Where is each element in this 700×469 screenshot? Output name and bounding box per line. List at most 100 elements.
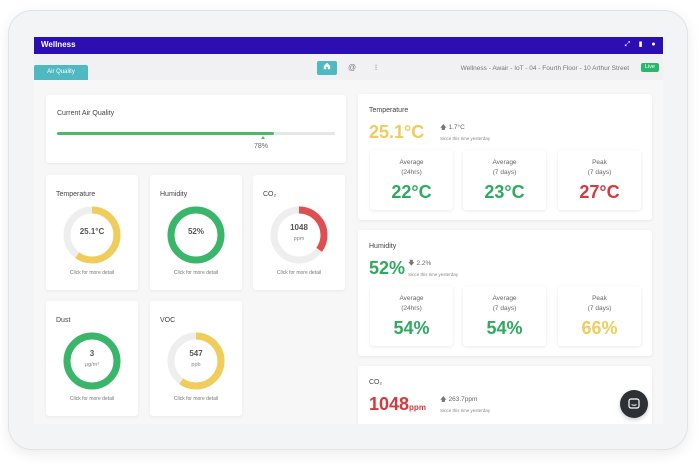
co2-gauge-title: CO₂ — [263, 191, 277, 198]
stat-value: 66% — [581, 318, 618, 338]
at-icon[interactable]: @ — [347, 63, 357, 72]
co2-trend-value: 263.7ppm — [448, 396, 478, 403]
gauge-arc — [63, 332, 121, 390]
list-icon[interactable]: ⁝ — [374, 63, 378, 72]
stat-period: (24hrs) — [401, 305, 422, 312]
humidity-gauge-card[interactable]: Humidity 52% Click for more detail — [150, 175, 242, 290]
air-quality-score: 78% — [254, 143, 269, 150]
breadcrumb: Wellness - Awair - IoT - 04 - Fourth Flo… — [460, 65, 629, 72]
home-icon[interactable] — [317, 61, 337, 75]
stat-label: Average — [492, 159, 517, 166]
stat-label: Average — [399, 159, 424, 166]
stat-period: (7 days) — [587, 169, 612, 176]
stat-period: (7 days) — [492, 305, 517, 312]
co2-gauge-card[interactable]: CO₂ 1048 ppm Click for more detail — [253, 175, 345, 290]
dust-gauge-title: Dust — [56, 317, 71, 324]
humidity-peak-7d-card: Peak (7 days) 66% — [558, 286, 641, 346]
co2-unit: ppm — [409, 403, 426, 412]
air-quality-progress-fill — [57, 132, 274, 135]
gauge-arc — [63, 206, 121, 264]
dust-gauge-unit: μg/m³ — [84, 362, 100, 368]
co2-detail-link[interactable]: Click for more detail — [276, 270, 322, 276]
temperature-detail-link[interactable]: Click for more detail — [69, 270, 115, 276]
air-quality-card: Current Air Quality 78% — [46, 95, 346, 163]
title-bar: Wellness ⤢ ▮ ● — [34, 37, 663, 54]
temperature-peak-7d-card: Peak (7 days) 27°C — [558, 150, 641, 210]
gauge-arc — [167, 332, 225, 390]
co2-current-value: 1048ppm — [369, 394, 426, 415]
humidity-trend: 🡇 2.2% Since this time yesterday — [408, 259, 458, 277]
battery-icon: ▮ — [638, 41, 643, 48]
dashboard-content: Current Air Quality 78% Temperature 25.1… — [34, 80, 663, 424]
temperature-gauge-value: 25.1°C — [79, 227, 105, 236]
humidity-stats-title: Humidity — [369, 243, 397, 250]
gauge-arc — [270, 206, 328, 264]
chat-bubble-icon[interactable]: ● — [651, 41, 656, 48]
co2-stats-card: CO₂ 1048ppm 🡅 263.7ppm Since this time y… — [358, 366, 652, 424]
temperature-gauge-title: Temperature — [56, 191, 96, 198]
humidity-detail-link[interactable]: Click for more detail — [173, 270, 219, 276]
temperature-avg-24h-card: Average (24hrs) 22°C — [370, 150, 453, 210]
co2-stats-title: CO₂ — [369, 379, 383, 386]
humidity-current-value: 52% — [369, 258, 406, 278]
stat-period: (24hrs) — [401, 169, 422, 176]
arrow-up-icon: 🡅 — [440, 396, 447, 403]
stat-label: Average — [492, 295, 517, 302]
co2-trend-caption: Since this time yesterday — [440, 408, 491, 413]
tab-air-quality[interactable]: Air Quality — [34, 65, 88, 80]
stat-value: 22°C — [391, 182, 432, 202]
air-quality-progress-track — [57, 132, 335, 135]
voc-gauge-card[interactable]: VOC 547 ppb Click for more detail — [150, 301, 242, 416]
voc-gauge: 547 ppb — [166, 331, 226, 391]
fullscreen-icon[interactable]: ⤢ — [624, 41, 631, 48]
humidity-avg-7d-card: Average (7 days) 54% — [463, 286, 546, 346]
temperature-trend: 🡅 1.7°C Since this time yesterday — [440, 123, 490, 141]
voc-detail-link[interactable]: Click for more detail — [173, 396, 219, 402]
co2-gauge-value: 1048 — [290, 223, 308, 232]
gauge-arc — [167, 206, 225, 264]
stat-period: (7 days) — [492, 169, 517, 176]
voc-gauge-title: VOC — [160, 317, 176, 324]
humidity-trend-caption: Since this time yesterday — [408, 272, 459, 277]
stat-label: Peak — [592, 295, 607, 302]
stat-label: Peak — [592, 159, 607, 166]
chat-icon[interactable] — [620, 390, 648, 418]
temperature-trend-value: 1.7°C — [448, 124, 465, 131]
arrow-up-icon: 🡅 — [440, 124, 447, 131]
app-screen: Wellness ⤢ ▮ ● Air Quality @ ⁝ Wellness … — [34, 37, 663, 424]
gauge-ring — [63, 206, 121, 264]
voc-gauge-unit: ppb — [191, 362, 201, 368]
arrow-down-icon: 🡇 — [408, 260, 415, 267]
app-title: Wellness — [41, 40, 76, 49]
stat-value: 23°C — [484, 182, 525, 202]
dust-gauge-card[interactable]: Dust 3 μg/m³ Click for more detail — [46, 301, 138, 416]
stat-value: 54% — [486, 318, 523, 338]
window-controls: ⤢ ▮ ● — [624, 40, 657, 49]
temperature-gauge: 25.1°C — [62, 205, 122, 265]
nav-bar: Air Quality @ ⁝ Wellness - Awair - IoT -… — [34, 54, 663, 80]
gauge-ring — [63, 332, 121, 390]
temperature-gauge-card[interactable]: Temperature 25.1°C Click for more detail — [46, 175, 138, 290]
temperature-stats-card: Temperature 25.1°C 🡅 1.7°C Since this ti… — [358, 94, 652, 220]
temperature-trend-caption: Since this time yesterday — [440, 136, 491, 141]
air-quality-title: Current Air Quality — [57, 110, 115, 117]
voc-gauge-value: 547 — [189, 349, 203, 358]
temperature-stats-title: Temperature — [369, 107, 409, 114]
humidity-trend-value: 2.2% — [416, 260, 432, 267]
co2-value: 1048 — [369, 394, 410, 414]
co2-gauge-unit: ppm — [293, 236, 305, 242]
dust-detail-link[interactable]: Click for more detail — [69, 396, 115, 402]
stat-value: 54% — [393, 318, 430, 338]
humidity-gauge-value: 52% — [187, 227, 204, 236]
air-quality-marker — [261, 136, 265, 139]
co2-gauge: 1048 ppm — [269, 205, 329, 265]
humidity-avg-24h-card: Average (24hrs) 54% — [370, 286, 453, 346]
humidity-gauge-title: Humidity — [160, 191, 188, 198]
co2-trend: 🡅 263.7ppm Since this time yesterday — [440, 395, 490, 413]
humidity-gauge: 52% — [166, 205, 226, 265]
gauge-ring — [167, 332, 225, 390]
stat-value: 27°C — [579, 182, 620, 202]
stat-label: Average — [399, 295, 424, 302]
gauge-ring — [270, 206, 328, 264]
dust-gauge-value: 3 — [89, 349, 95, 358]
